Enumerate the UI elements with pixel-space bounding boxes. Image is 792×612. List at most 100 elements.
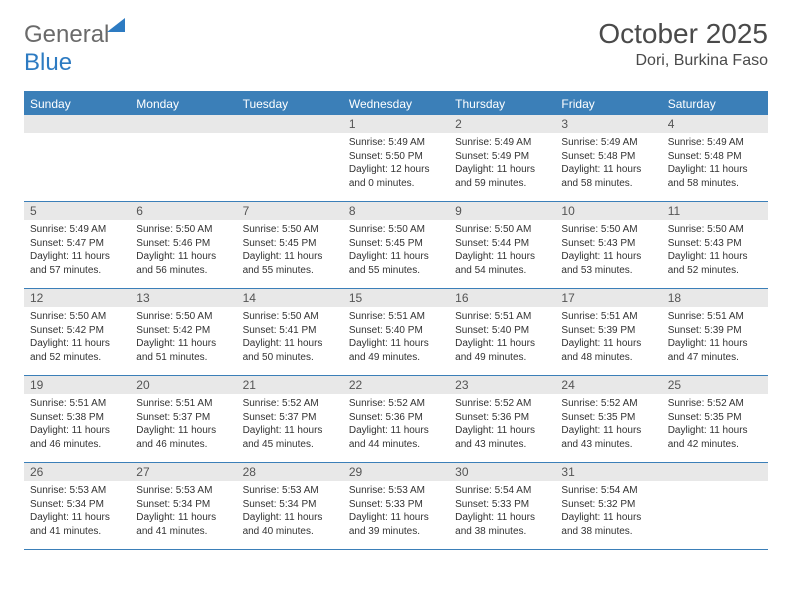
day-cell: 23Sunrise: 5:52 AMSunset: 5:36 PMDayligh… — [449, 376, 555, 462]
day-cell: 4Sunrise: 5:49 AMSunset: 5:48 PMDaylight… — [662, 115, 768, 201]
day-number: 25 — [662, 376, 768, 394]
day-info: Sunrise: 5:52 AMSunset: 5:35 PMDaylight:… — [662, 394, 768, 456]
week-row: 1Sunrise: 5:49 AMSunset: 5:50 PMDaylight… — [24, 115, 768, 202]
dow-saturday: Saturday — [662, 93, 768, 115]
day-info: Sunrise: 5:50 AMSunset: 5:45 PMDaylight:… — [237, 220, 343, 282]
day-number: 27 — [130, 463, 236, 481]
day-info: Sunrise: 5:50 AMSunset: 5:42 PMDaylight:… — [24, 307, 130, 369]
day-cell: 29Sunrise: 5:53 AMSunset: 5:33 PMDayligh… — [343, 463, 449, 549]
calendar: SundayMondayTuesdayWednesdayThursdayFrid… — [24, 91, 768, 550]
day-info: Sunrise: 5:50 AMSunset: 5:44 PMDaylight:… — [449, 220, 555, 282]
dow-row: SundayMondayTuesdayWednesdayThursdayFrid… — [24, 93, 768, 115]
day-cell: 28Sunrise: 5:53 AMSunset: 5:34 PMDayligh… — [237, 463, 343, 549]
day-info: Sunrise: 5:49 AMSunset: 5:48 PMDaylight:… — [555, 133, 661, 195]
day-cell: 16Sunrise: 5:51 AMSunset: 5:40 PMDayligh… — [449, 289, 555, 375]
dow-tuesday: Tuesday — [237, 93, 343, 115]
day-info: Sunrise: 5:50 AMSunset: 5:41 PMDaylight:… — [237, 307, 343, 369]
week-row: 19Sunrise: 5:51 AMSunset: 5:38 PMDayligh… — [24, 376, 768, 463]
day-cell: 6Sunrise: 5:50 AMSunset: 5:46 PMDaylight… — [130, 202, 236, 288]
sail-icon — [107, 18, 125, 32]
day-number: 20 — [130, 376, 236, 394]
empty-cell — [130, 115, 236, 201]
day-info: Sunrise: 5:51 AMSunset: 5:40 PMDaylight:… — [449, 307, 555, 369]
logo-part2: Blue — [24, 49, 72, 76]
day-cell: 5Sunrise: 5:49 AMSunset: 5:47 PMDaylight… — [24, 202, 130, 288]
day-cell: 24Sunrise: 5:52 AMSunset: 5:35 PMDayligh… — [555, 376, 661, 462]
day-number: 6 — [130, 202, 236, 220]
day-number: 12 — [24, 289, 130, 307]
day-number: 22 — [343, 376, 449, 394]
day-cell: 30Sunrise: 5:54 AMSunset: 5:33 PMDayligh… — [449, 463, 555, 549]
day-cell: 3Sunrise: 5:49 AMSunset: 5:48 PMDaylight… — [555, 115, 661, 201]
day-cell: 31Sunrise: 5:54 AMSunset: 5:32 PMDayligh… — [555, 463, 661, 549]
day-number: 16 — [449, 289, 555, 307]
dow-monday: Monday — [130, 93, 236, 115]
day-info: Sunrise: 5:50 AMSunset: 5:42 PMDaylight:… — [130, 307, 236, 369]
day-info: Sunrise: 5:51 AMSunset: 5:40 PMDaylight:… — [343, 307, 449, 369]
day-info: Sunrise: 5:50 AMSunset: 5:45 PMDaylight:… — [343, 220, 449, 282]
dow-friday: Friday — [555, 93, 661, 115]
day-number: 24 — [555, 376, 661, 394]
day-info: Sunrise: 5:54 AMSunset: 5:32 PMDaylight:… — [555, 481, 661, 543]
day-number: 7 — [237, 202, 343, 220]
day-info: Sunrise: 5:51 AMSunset: 5:39 PMDaylight:… — [555, 307, 661, 369]
day-cell: 22Sunrise: 5:52 AMSunset: 5:36 PMDayligh… — [343, 376, 449, 462]
empty-cell — [237, 115, 343, 201]
empty-cell — [24, 115, 130, 201]
day-cell: 8Sunrise: 5:50 AMSunset: 5:45 PMDaylight… — [343, 202, 449, 288]
day-number: 2 — [449, 115, 555, 133]
day-number: 19 — [24, 376, 130, 394]
day-number: 23 — [449, 376, 555, 394]
day-number: 1 — [343, 115, 449, 133]
day-info: Sunrise: 5:53 AMSunset: 5:33 PMDaylight:… — [343, 481, 449, 543]
day-cell: 10Sunrise: 5:50 AMSunset: 5:43 PMDayligh… — [555, 202, 661, 288]
day-number: 21 — [237, 376, 343, 394]
location: Dori, Burkina Faso — [598, 52, 768, 70]
day-info: Sunrise: 5:53 AMSunset: 5:34 PMDaylight:… — [237, 481, 343, 543]
day-cell: 1Sunrise: 5:49 AMSunset: 5:50 PMDaylight… — [343, 115, 449, 201]
day-number: 4 — [662, 115, 768, 133]
day-info: Sunrise: 5:52 AMSunset: 5:36 PMDaylight:… — [343, 394, 449, 456]
week-row: 12Sunrise: 5:50 AMSunset: 5:42 PMDayligh… — [24, 289, 768, 376]
day-cell: 21Sunrise: 5:52 AMSunset: 5:37 PMDayligh… — [237, 376, 343, 462]
title-block: October 2025 Dori, Burkina Faso — [598, 18, 768, 70]
day-info: Sunrise: 5:50 AMSunset: 5:43 PMDaylight:… — [662, 220, 768, 282]
day-cell: 7Sunrise: 5:50 AMSunset: 5:45 PMDaylight… — [237, 202, 343, 288]
day-number: 28 — [237, 463, 343, 481]
day-info: Sunrise: 5:53 AMSunset: 5:34 PMDaylight:… — [24, 481, 130, 543]
day-number: 31 — [555, 463, 661, 481]
day-cell: 19Sunrise: 5:51 AMSunset: 5:38 PMDayligh… — [24, 376, 130, 462]
day-cell: 18Sunrise: 5:51 AMSunset: 5:39 PMDayligh… — [662, 289, 768, 375]
day-cell: 27Sunrise: 5:53 AMSunset: 5:34 PMDayligh… — [130, 463, 236, 549]
day-number: 30 — [449, 463, 555, 481]
day-info: Sunrise: 5:49 AMSunset: 5:48 PMDaylight:… — [662, 133, 768, 195]
day-number — [662, 463, 768, 481]
day-number: 17 — [555, 289, 661, 307]
day-cell: 11Sunrise: 5:50 AMSunset: 5:43 PMDayligh… — [662, 202, 768, 288]
logo-part1: General — [24, 21, 109, 48]
day-info: Sunrise: 5:49 AMSunset: 5:50 PMDaylight:… — [343, 133, 449, 195]
header: General Blue October 2025 Dori, Burkina … — [24, 18, 768, 77]
day-info: Sunrise: 5:52 AMSunset: 5:37 PMDaylight:… — [237, 394, 343, 456]
week-row: 5Sunrise: 5:49 AMSunset: 5:47 PMDaylight… — [24, 202, 768, 289]
day-info: Sunrise: 5:54 AMSunset: 5:33 PMDaylight:… — [449, 481, 555, 543]
day-cell: 13Sunrise: 5:50 AMSunset: 5:42 PMDayligh… — [130, 289, 236, 375]
day-info: Sunrise: 5:50 AMSunset: 5:43 PMDaylight:… — [555, 220, 661, 282]
empty-cell — [662, 463, 768, 549]
day-number: 14 — [237, 289, 343, 307]
day-cell: 14Sunrise: 5:50 AMSunset: 5:41 PMDayligh… — [237, 289, 343, 375]
day-cell: 26Sunrise: 5:53 AMSunset: 5:34 PMDayligh… — [24, 463, 130, 549]
month-title: October 2025 — [598, 18, 768, 50]
dow-thursday: Thursday — [449, 93, 555, 115]
day-cell: 9Sunrise: 5:50 AMSunset: 5:44 PMDaylight… — [449, 202, 555, 288]
day-info: Sunrise: 5:51 AMSunset: 5:39 PMDaylight:… — [662, 307, 768, 369]
day-cell: 17Sunrise: 5:51 AMSunset: 5:39 PMDayligh… — [555, 289, 661, 375]
day-number: 29 — [343, 463, 449, 481]
day-number: 18 — [662, 289, 768, 307]
dow-wednesday: Wednesday — [343, 93, 449, 115]
day-number: 13 — [130, 289, 236, 307]
day-number — [24, 115, 130, 133]
day-info: Sunrise: 5:52 AMSunset: 5:36 PMDaylight:… — [449, 394, 555, 456]
logo: General Blue — [24, 18, 125, 77]
day-number: 9 — [449, 202, 555, 220]
